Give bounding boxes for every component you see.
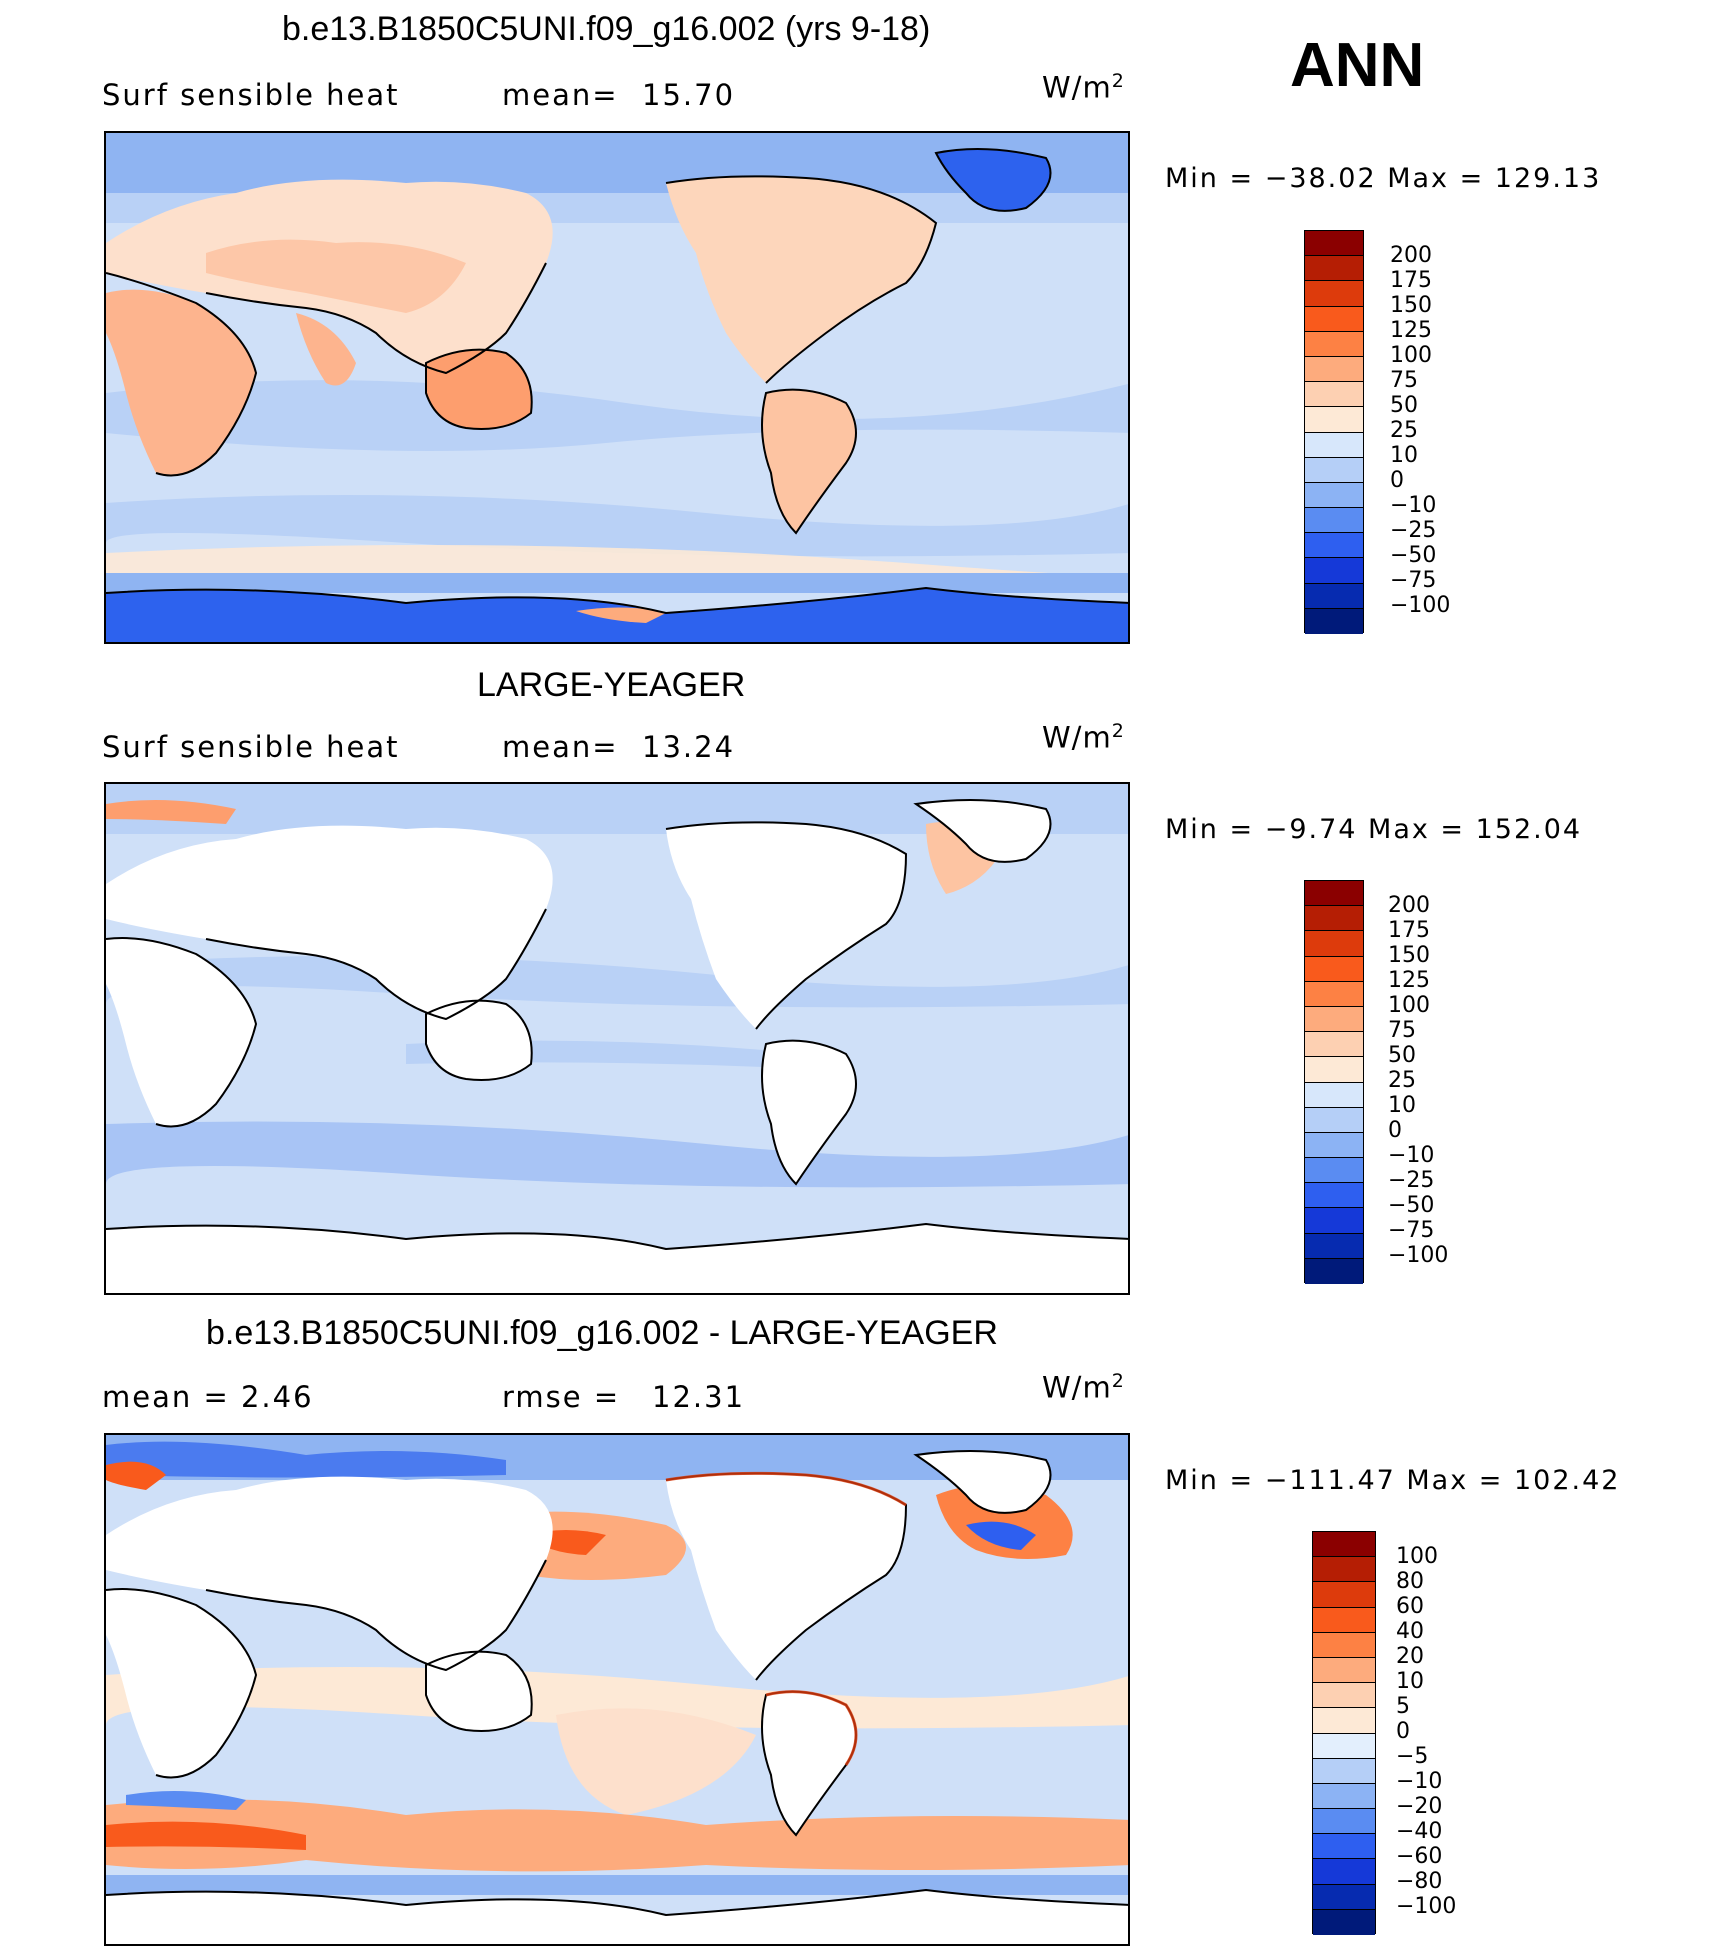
panel-2-map [104,782,1130,1295]
panel-1-units: W/m2 [1042,70,1125,105]
colorbar-tick-label: −80 [1396,1869,1443,1894]
season-label: ANN [1290,31,1425,100]
panel-2-colorbar [1304,880,1364,1284]
panel-3-title: b.e13.B1850C5UNI.f09_g16.002 - LARGE-YEA… [206,1314,998,1352]
panel-2-map-field [106,784,1128,1293]
panel-3-rmse-label: rmse = [502,1380,621,1414]
colorbar-tick-label: −75 [1390,568,1437,593]
colorbar-tick-label: −5 [1396,1744,1429,1769]
panel-3-rmse-value: 12.31 [652,1380,746,1414]
colorbar-tick-label: 200 [1390,243,1432,268]
colorbar-tick-label: −25 [1390,518,1437,543]
colorbar-tick-label: 75 [1388,1018,1416,1043]
colorbar-tick-label: −100 [1388,1243,1449,1268]
colorbar-tick-label: 150 [1390,293,1432,318]
colorbar-tick-label: −100 [1390,593,1451,618]
colorbar-tick-label: −50 [1388,1193,1435,1218]
colorbar-tick-label: 0 [1388,1118,1402,1143]
colorbar-tick-label: 40 [1396,1619,1424,1644]
panel-3-units: W/m2 [1042,1370,1125,1405]
colorbar-tick-label: 25 [1390,418,1418,443]
panel-1-map-field [106,133,1128,642]
colorbar-tick-label: 100 [1396,1544,1438,1569]
colorbar-tick-label: −10 [1388,1143,1435,1168]
colorbar-tick-label: 100 [1390,343,1432,368]
colorbar-tick-label: −10 [1390,493,1437,518]
colorbar-tick-label: 60 [1396,1594,1424,1619]
colorbar-tick-label: 0 [1396,1719,1410,1744]
colorbar-tick-label: 150 [1388,943,1430,968]
panel-2-colorbar-labels: 200 175 150 125 100 75 50 25 10 0 −10 −2… [1388,893,1448,1268]
panel-3-colorbar-labels: 100 80 60 40 20 10 5 0 −5 −10 −20 −40 −6… [1396,1544,1456,1919]
panel-2-variable-label: Surf sensible heat [102,730,400,764]
colorbar-tick-label: 25 [1388,1068,1416,1093]
panel-1-title: b.e13.B1850C5UNI.f09_g16.002 (yrs 9-18) [282,10,931,48]
panel-2-mean-value: 13.24 [642,730,736,764]
colorbar-tick-label: −75 [1388,1218,1435,1243]
panel-1-mean-value: 15.70 [642,78,736,112]
colorbar-tick-label: −20 [1396,1794,1443,1819]
colorbar-tick-label: 50 [1388,1043,1416,1068]
colorbar-tick-label: 80 [1396,1569,1424,1594]
panel-2-units: W/m2 [1042,720,1125,755]
panel-2-minmax: Min = −9.74 Max = 152.04 [1165,814,1583,845]
panel-3-map-field [106,1435,1128,1944]
colorbar-tick-label: −25 [1388,1168,1435,1193]
panel-1-colorbar-labels: 200 175 150 125 100 75 50 25 10 0 −10 −2… [1390,243,1450,618]
colorbar-tick-label: −100 [1396,1894,1457,1919]
colorbar-tick-label: 175 [1388,918,1430,943]
panel-3-minmax: Min = −111.47 Max = 102.42 [1165,1465,1621,1496]
colorbar-tick-label: 175 [1390,268,1432,293]
colorbar-tick-label: 125 [1390,318,1432,343]
colorbar-tick-label: −60 [1396,1844,1443,1869]
panel-2-title: LARGE-YEAGER [477,666,746,704]
colorbar-tick-label: 125 [1388,968,1430,993]
colorbar-tick-label: 10 [1396,1669,1424,1694]
colorbar-tick-label: 100 [1388,993,1430,1018]
panel-1-mean-label: mean= [502,78,619,112]
colorbar-tick-label: −10 [1396,1769,1443,1794]
panel-1-minmax: Min = −38.02 Max = 129.13 [1165,163,1602,194]
colorbar-tick-label: 10 [1388,1093,1416,1118]
colorbar-tick-label: 5 [1396,1694,1410,1719]
panel-3-mean-label: mean = 2.46 [102,1380,314,1414]
colorbar-tick-label: −40 [1396,1819,1443,1844]
colorbar-tick-label: 50 [1390,393,1418,418]
colorbar-tick-label: 10 [1390,443,1418,468]
panel-1-map [104,131,1130,644]
panel-3-colorbar [1312,1531,1376,1935]
panel-3-map [104,1433,1130,1946]
panel-1-colorbar [1304,230,1364,634]
panel-2-mean-label: mean= [502,730,619,764]
colorbar-tick-label: 75 [1390,368,1418,393]
colorbar-tick-label: 0 [1390,468,1404,493]
colorbar-tick-label: 200 [1388,893,1430,918]
colorbar-tick-label: 20 [1396,1644,1424,1669]
colorbar-tick-label: −50 [1390,543,1437,568]
panel-1-variable-label: Surf sensible heat [102,78,400,112]
